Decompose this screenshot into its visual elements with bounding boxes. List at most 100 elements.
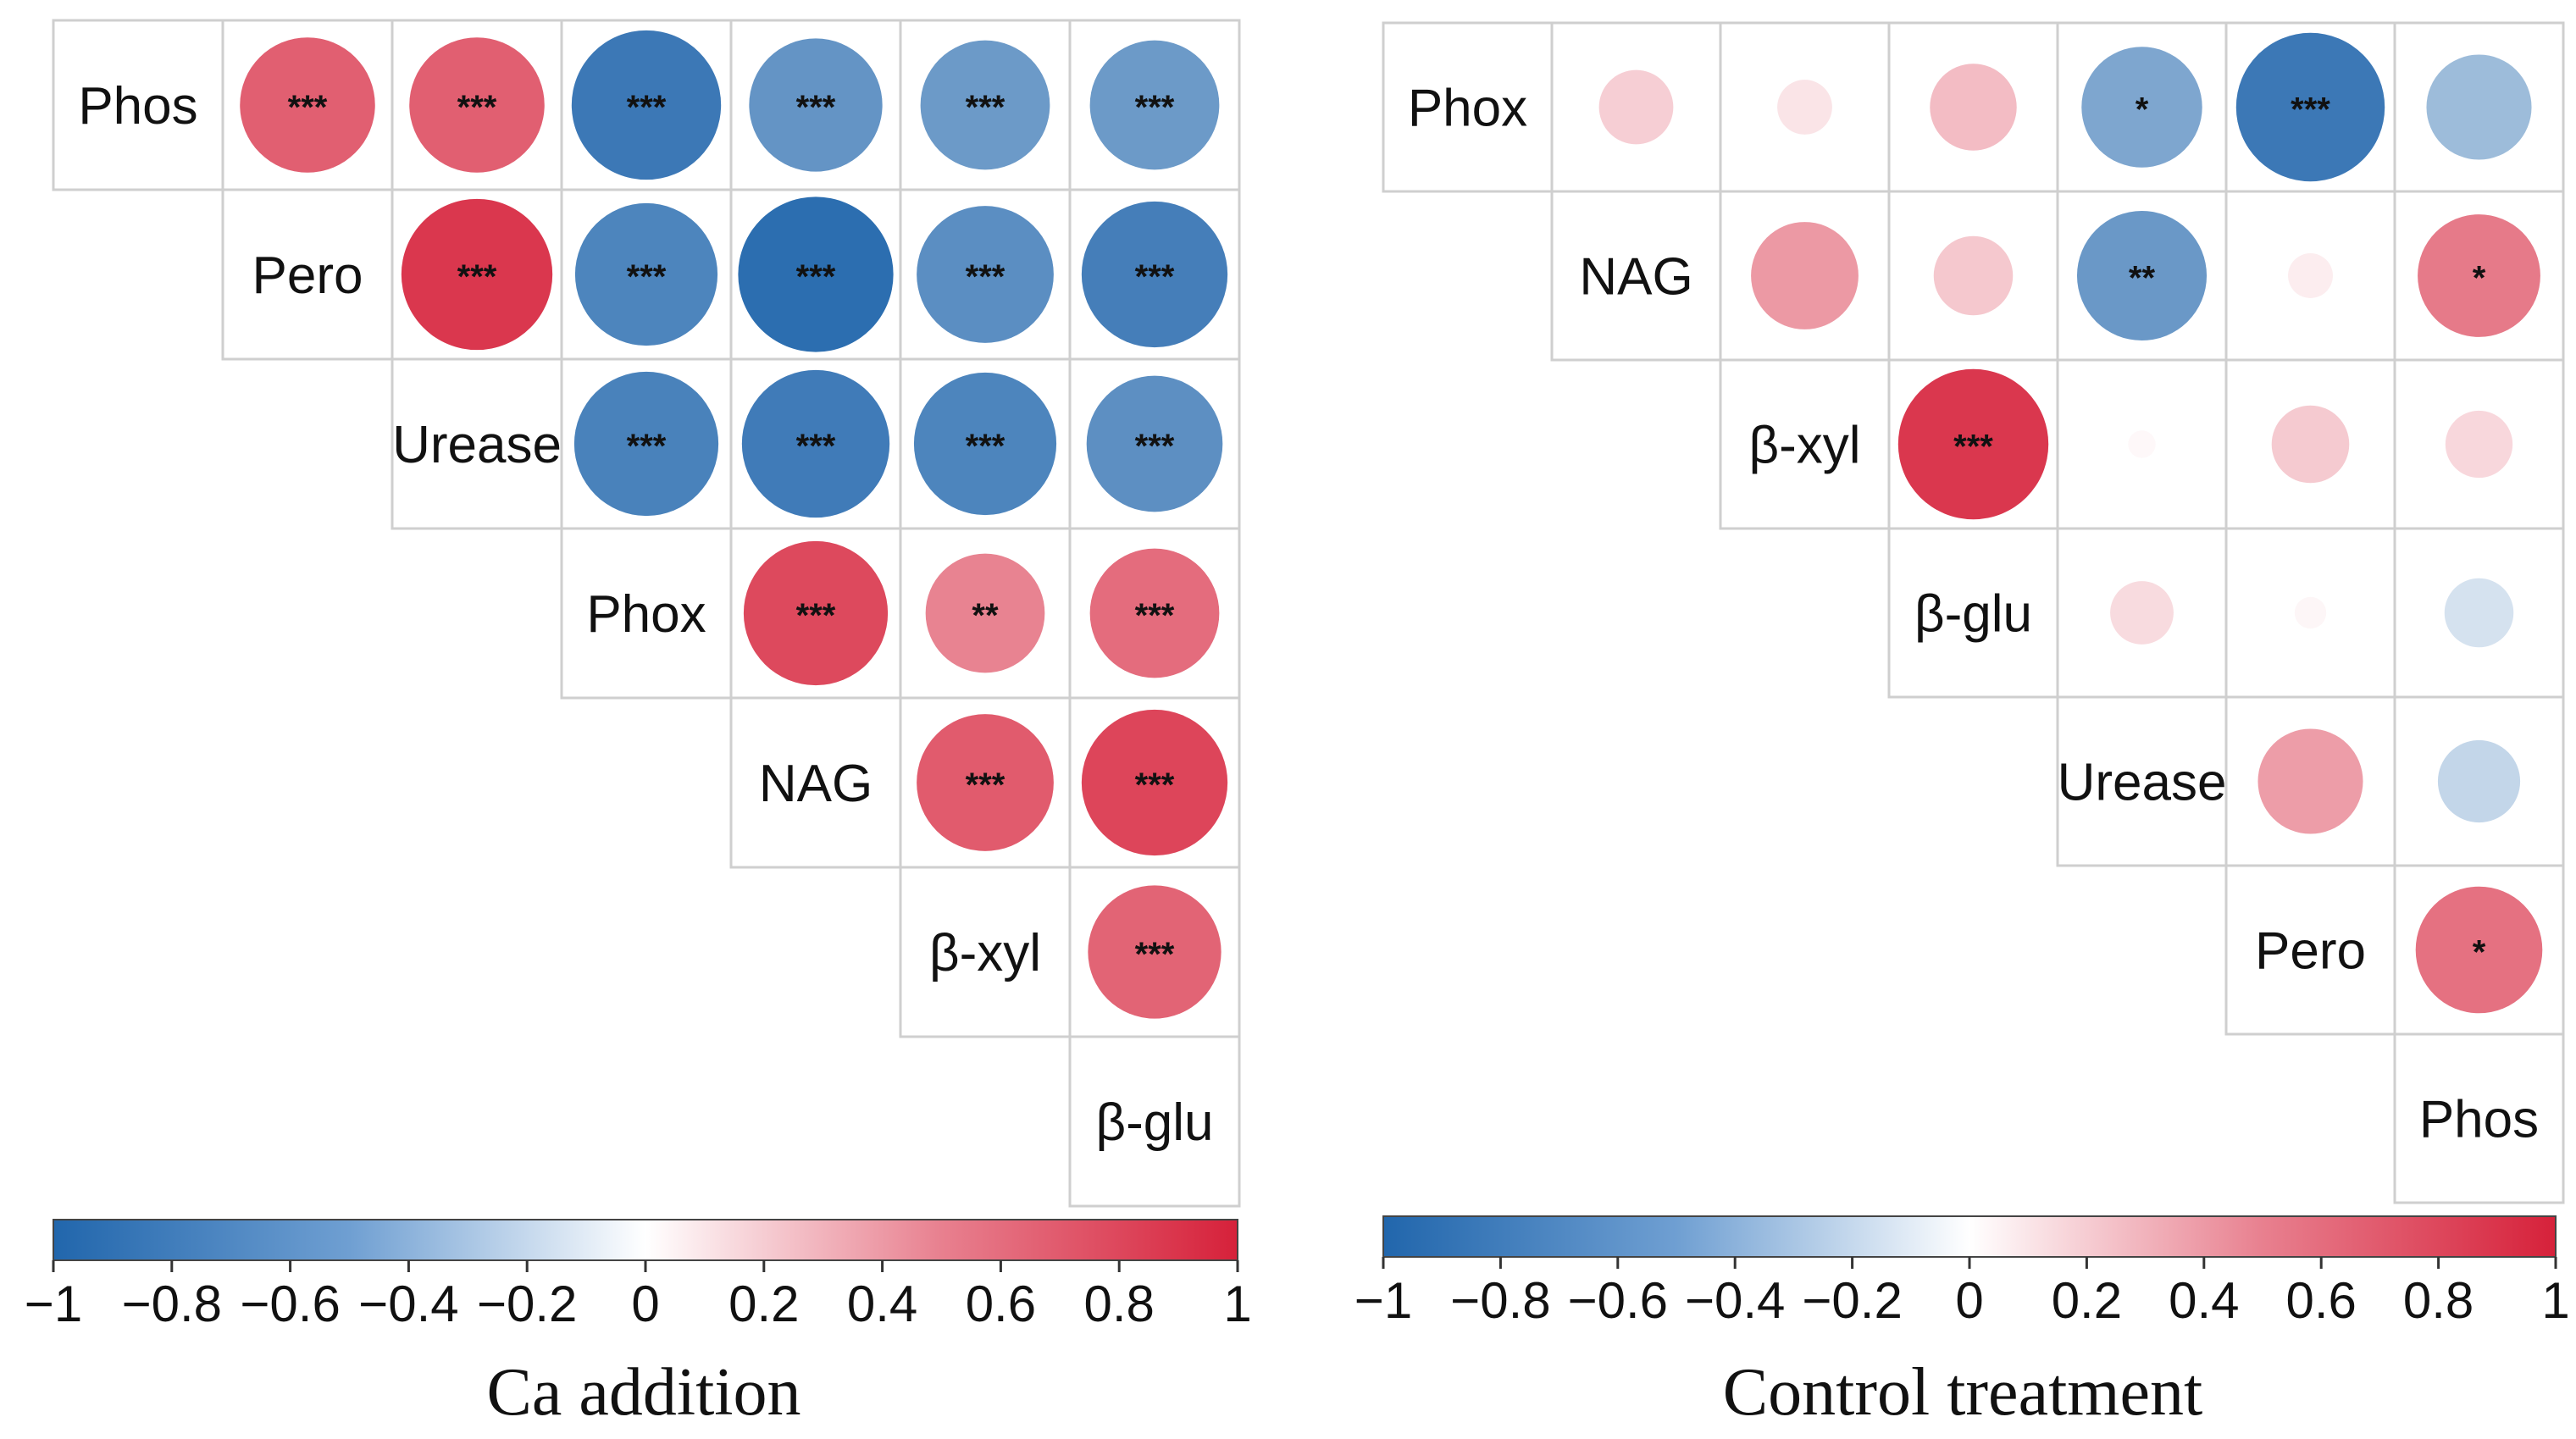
significance-label: *** xyxy=(1953,429,1993,466)
colorbar-tick-label: −0.2 xyxy=(1802,1272,1902,1329)
grid-cell xyxy=(1887,527,2059,699)
significance-label: *** xyxy=(796,597,836,634)
colorbar xyxy=(1382,1215,2557,1258)
grid-cell xyxy=(2056,695,2228,867)
significance-label: *** xyxy=(966,89,1005,126)
correlation-circle xyxy=(574,202,718,346)
colorbar-tick-label: −0.8 xyxy=(1450,1272,1550,1329)
correlation-circle xyxy=(743,540,889,686)
colorbar-tick-label: −0.4 xyxy=(1685,1272,1785,1329)
significance-label: * xyxy=(2473,934,2486,971)
correlation-circle xyxy=(1751,222,1859,329)
panel-title: Ca addition xyxy=(486,1355,800,1430)
grid-cell xyxy=(1068,1035,1241,1208)
colorbar-tick-label: 0.4 xyxy=(847,1276,917,1332)
variable-label: Pero xyxy=(252,246,363,305)
significance-label: *** xyxy=(1135,428,1175,465)
colorbar-tick-label: 0.6 xyxy=(2285,1272,2356,1329)
grid-cell xyxy=(1550,190,1722,362)
colorbar-tick-label: 0 xyxy=(631,1276,659,1332)
significance-label: * xyxy=(2473,260,2486,297)
significance-label: *** xyxy=(796,258,836,296)
colorbar-tick-label: −1 xyxy=(1354,1272,1412,1329)
correlation-circle xyxy=(2081,47,2202,168)
correlation-circle xyxy=(2128,430,2156,458)
significance-label: *** xyxy=(966,767,1005,804)
significance-label: *** xyxy=(796,89,836,126)
correlation-circle xyxy=(1897,368,2049,520)
colorbar-tick-label: 1 xyxy=(1223,1276,1251,1332)
significance-label: ** xyxy=(2129,260,2156,297)
grid-cell xyxy=(221,188,394,361)
panel-title: Control treatment xyxy=(1723,1355,2203,1430)
significance-label: *** xyxy=(796,428,836,465)
significance-label: *** xyxy=(966,258,1005,296)
colorbar xyxy=(53,1219,1238,1261)
correlation-circle xyxy=(240,37,375,173)
correlation-circle xyxy=(401,198,553,351)
correlation-circle xyxy=(1089,40,1220,170)
grid-cell xyxy=(729,696,902,869)
variable-label: Urease xyxy=(2058,754,2227,812)
significance-label: *** xyxy=(1135,936,1175,973)
colorbar-tick-label: −0.2 xyxy=(477,1276,577,1332)
significance-label: ** xyxy=(972,597,999,634)
correlation-circle xyxy=(1598,69,1674,145)
variable-label: β-glu xyxy=(1914,585,2032,644)
colorbar-tick-label: 0.8 xyxy=(2403,1272,2474,1329)
grid-cell xyxy=(391,357,563,530)
correlation-circle xyxy=(2257,728,2363,834)
colorbar-tick-label: −0.4 xyxy=(358,1276,458,1332)
correlation-circle xyxy=(2110,581,2174,645)
colorbar-tick-label: 0.2 xyxy=(728,1276,799,1332)
significance-label: *** xyxy=(457,89,497,126)
significance-label: *** xyxy=(966,428,1005,465)
significance-label: *** xyxy=(627,428,667,465)
correlation-circle xyxy=(2444,578,2514,648)
correlation-circle xyxy=(2437,739,2521,823)
correlation-circle xyxy=(2294,596,2327,629)
variable-label: Phos xyxy=(78,77,197,136)
correlation-circle xyxy=(2271,405,2350,484)
grid-cell xyxy=(2224,864,2396,1036)
significance-label: *** xyxy=(1135,767,1175,804)
significance-label: *** xyxy=(1135,89,1175,126)
correlation-circle xyxy=(917,206,1054,343)
colorbar-tick-label: 1 xyxy=(2541,1272,2569,1329)
variable-label: β-xyl xyxy=(1748,417,1860,475)
correlation-circle xyxy=(1088,885,1222,1019)
grid-cell xyxy=(560,527,733,700)
grid-cell xyxy=(52,19,224,191)
correlation-circle xyxy=(2426,54,2532,160)
colorbar-tick-label: 0.2 xyxy=(2052,1272,2122,1329)
correlation-circle xyxy=(917,714,1054,851)
significance-label: *** xyxy=(1135,258,1175,296)
correlation-circle xyxy=(571,30,722,180)
correlation-circle xyxy=(925,553,1045,673)
grid-cell xyxy=(2393,1032,2565,1204)
colorbar-tick-label: 0.8 xyxy=(1083,1276,1154,1332)
correlation-circle xyxy=(1089,548,1220,678)
correlation-circle xyxy=(1081,201,1228,348)
correlation-circle xyxy=(1933,235,2014,316)
colorbar-tick-label: 0.4 xyxy=(2169,1272,2239,1329)
significance-label: *** xyxy=(2291,91,2330,129)
correlation-circle xyxy=(913,372,1057,516)
colorbar-tick-label: −0.6 xyxy=(240,1276,340,1332)
correlation-circle xyxy=(2076,210,2208,341)
correlation-circle xyxy=(2445,410,2513,479)
correlation-circle xyxy=(738,196,894,352)
correlation-circle xyxy=(409,37,545,173)
correlation-circle xyxy=(2415,886,2543,1014)
significance-label: * xyxy=(2136,91,2149,129)
variable-label: Phox xyxy=(586,585,706,644)
significance-label: *** xyxy=(288,89,328,126)
colorbar-tick-label: −0.8 xyxy=(122,1276,222,1332)
significance-label: *** xyxy=(627,258,667,296)
colorbar-tick-label: −1 xyxy=(25,1276,82,1332)
correlation-circle xyxy=(1777,80,1832,135)
